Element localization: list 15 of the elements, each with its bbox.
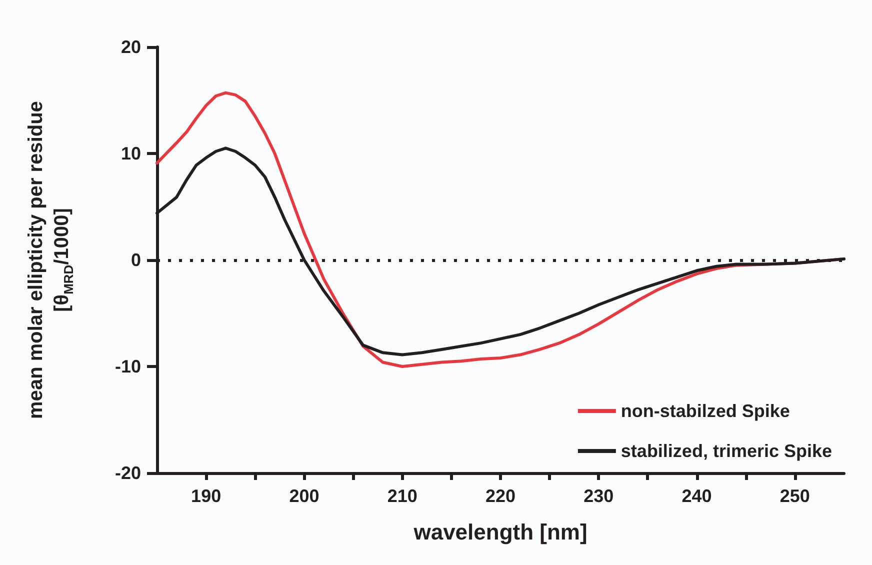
x-tick-label: 220 — [485, 486, 516, 506]
x-axis-title: wavelength [nm] — [412, 520, 588, 544]
x-tick-label: 250 — [780, 486, 810, 506]
y-tick-label: 0 — [130, 250, 141, 270]
y-tick-label: -10 — [114, 356, 141, 376]
x-tick-label: 190 — [191, 486, 222, 506]
x-tick-label: 200 — [289, 486, 320, 506]
x-tick-label: 240 — [682, 486, 712, 506]
y-tick-label: -20 — [114, 463, 141, 483]
y-tick-label: 20 — [120, 37, 141, 57]
x-tick-label: 230 — [584, 486, 614, 506]
x-tick-label: 210 — [387, 486, 418, 506]
legend-label: non-stabilzed Spike — [620, 401, 790, 421]
legend-label: stabilized, trimeric Spike — [620, 441, 832, 461]
y-tick-label: 10 — [120, 144, 141, 164]
